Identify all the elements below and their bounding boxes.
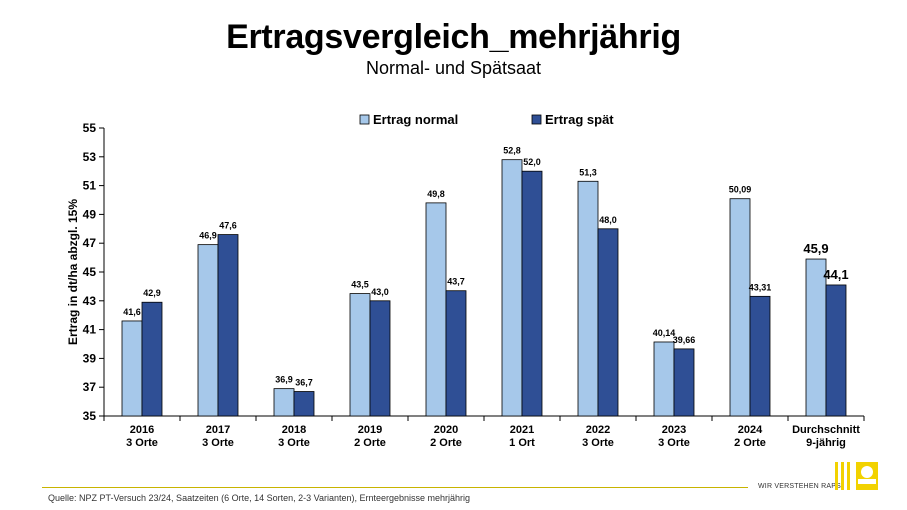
y-axis-label: Ertrag in dt/ha abzgl. 15%: [66, 199, 80, 345]
data-label: 50,09: [729, 185, 752, 195]
bar-ertrag-spaet: [293, 391, 315, 417]
footer-divider: [42, 487, 748, 488]
bar-ertrag-normal: [501, 159, 523, 417]
x-tick-sublabel: 3 Orte: [202, 437, 234, 449]
brand-tagline: WIR VERSTEHEN RAPS: [758, 483, 841, 490]
x-tick-sublabel: 9-jährig: [806, 437, 846, 449]
data-label: 44,1: [823, 267, 848, 282]
data-label: 43,31: [749, 282, 772, 292]
data-label: 47,6: [219, 221, 237, 231]
y-tick-label: 41: [83, 323, 97, 337]
data-label: 36,7: [295, 378, 313, 388]
y-tick-label: 39: [83, 351, 97, 365]
y-tick-label: 43: [83, 294, 97, 308]
data-label: 52,0: [523, 157, 541, 167]
x-tick-label: 2016: [130, 424, 154, 436]
bar-ertrag-normal: [805, 258, 827, 417]
x-tick-sublabel: 2 Orte: [354, 437, 386, 449]
legend-swatch-normal: [359, 114, 370, 125]
data-label: 43,0: [371, 287, 389, 297]
x-tick-label: 2017: [206, 424, 230, 436]
bar-ertrag-normal: [349, 293, 371, 417]
bar-ertrag-spaet: [749, 295, 771, 417]
data-label: 43,5: [351, 280, 369, 290]
bar-ertrag-normal: [577, 180, 599, 417]
data-label: 52,8: [503, 146, 521, 156]
x-tick-label: 2022: [586, 424, 610, 436]
y-tick-label: 53: [83, 150, 97, 164]
data-label: 42,9: [143, 288, 161, 298]
x-tick-label: 2021: [510, 424, 534, 436]
y-tick-label: 49: [83, 207, 97, 221]
data-label: 46,9: [199, 231, 217, 241]
x-tick-label: 2020: [434, 424, 458, 436]
x-tick-sublabel: 2 Orte: [734, 437, 766, 449]
x-tick-sublabel: 3 Orte: [126, 437, 158, 449]
bar-ertrag-normal: [425, 202, 447, 417]
bar-ertrag-spaet: [141, 301, 163, 417]
data-label: 49,8: [427, 189, 445, 199]
data-label: 48,0: [599, 215, 617, 225]
bar-ertrag-normal: [653, 341, 675, 417]
data-label: 39,66: [673, 335, 696, 345]
legend-label-normal: Ertrag normal: [373, 112, 458, 127]
data-label: 51,3: [579, 167, 597, 177]
bar-ertrag-normal: [121, 320, 143, 417]
bar-ertrag-spaet: [597, 228, 619, 417]
x-tick-label: 2018: [282, 424, 306, 436]
y-tick-label: 47: [83, 236, 97, 250]
x-tick-label: 2019: [358, 424, 382, 436]
y-tick-label: 35: [83, 409, 97, 423]
data-label: 43,7: [447, 277, 465, 287]
chart-subtitle: Normal- und Spätsaat: [365, 58, 542, 78]
x-tick-sublabel: 2 Orte: [430, 437, 462, 449]
bar-ertrag-spaet: [825, 284, 847, 417]
footer-source: Quelle: NPZ PT-Versuch 23/24, Saatzeiten…: [48, 493, 471, 503]
x-tick-label: Durchschnitt: [792, 424, 860, 436]
bar-ertrag-spaet: [217, 234, 239, 417]
legend-swatch-spaet: [531, 114, 542, 125]
x-tick-label: 2023: [662, 424, 686, 436]
x-tick-label: 2024: [738, 424, 763, 436]
data-label: 45,9: [803, 241, 828, 256]
data-label: 41,6: [123, 307, 141, 317]
bar-ertrag-normal: [273, 388, 295, 417]
bar-ertrag-normal: [197, 244, 219, 417]
y-tick-label: 51: [83, 179, 97, 193]
chart-title: Ertragsvergleich_mehrjährig: [226, 18, 681, 56]
bar-ertrag-normal: [729, 198, 751, 417]
bar-ertrag-spaet: [521, 170, 543, 417]
y-tick-label: 37: [83, 380, 97, 394]
data-label: 36,9: [275, 375, 293, 385]
y-tick-label: 55: [83, 121, 97, 135]
legend-label-spaet: Ertrag spät: [545, 112, 614, 127]
x-tick-sublabel: 3 Orte: [278, 437, 310, 449]
x-tick-sublabel: 3 Orte: [658, 437, 690, 449]
x-tick-sublabel: 3 Orte: [582, 437, 614, 449]
x-tick-sublabel: 1 Ort: [509, 437, 535, 449]
rapool-logo: [835, 462, 878, 490]
y-tick-label: 45: [83, 265, 97, 279]
bar-ertrag-spaet: [673, 348, 695, 417]
bar-ertrag-spaet: [369, 300, 391, 417]
data-label: 40,14: [653, 328, 676, 338]
bar-ertrag-spaet: [445, 290, 467, 417]
